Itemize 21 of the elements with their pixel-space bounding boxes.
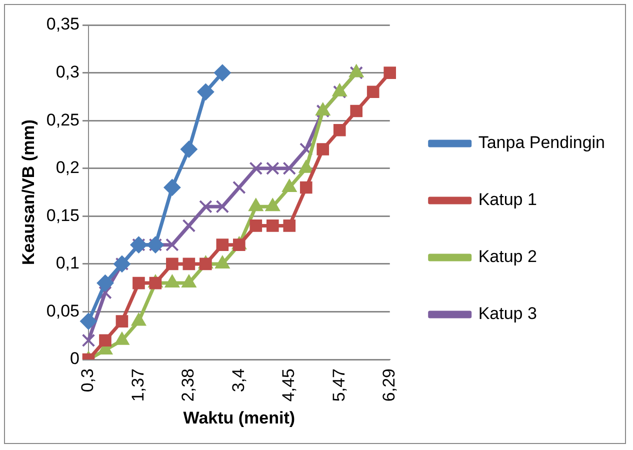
y-tick-label: 0,35 [46,14,80,34]
y-tick-label: 0,2 [56,158,80,178]
y-tick-label: 0,25 [46,110,80,130]
y-tick-label: 0,05 [46,301,80,320]
y-tick-label: 0,15 [46,206,80,225]
x-tick-label: 5,47 [329,368,348,402]
x-tick-label: 1,37 [128,368,148,402]
x-tick-label: 6,29 [380,368,399,402]
legend-label: Katup 1 [478,190,537,210]
y-tick-label: 0,1 [56,254,80,273]
x-tick-label: 4,45 [279,368,298,402]
x-axis-title: Waktu (menit) [183,408,296,428]
legend-label: Tanpa Pendingin [478,133,606,152]
y-tick-label: 0,3 [56,62,80,82]
x-tick-label: 0,3 [78,368,98,392]
x-tick-label: 3,4 [228,368,248,392]
x-tick-label: 2,38 [178,368,198,402]
legend-label: Katup 2 [478,247,537,266]
legend-label: Katup 3 [478,304,537,324]
y-tick-label: 0 [70,349,80,368]
y-axis-title: Keausan/VB (mm) [18,120,38,265]
